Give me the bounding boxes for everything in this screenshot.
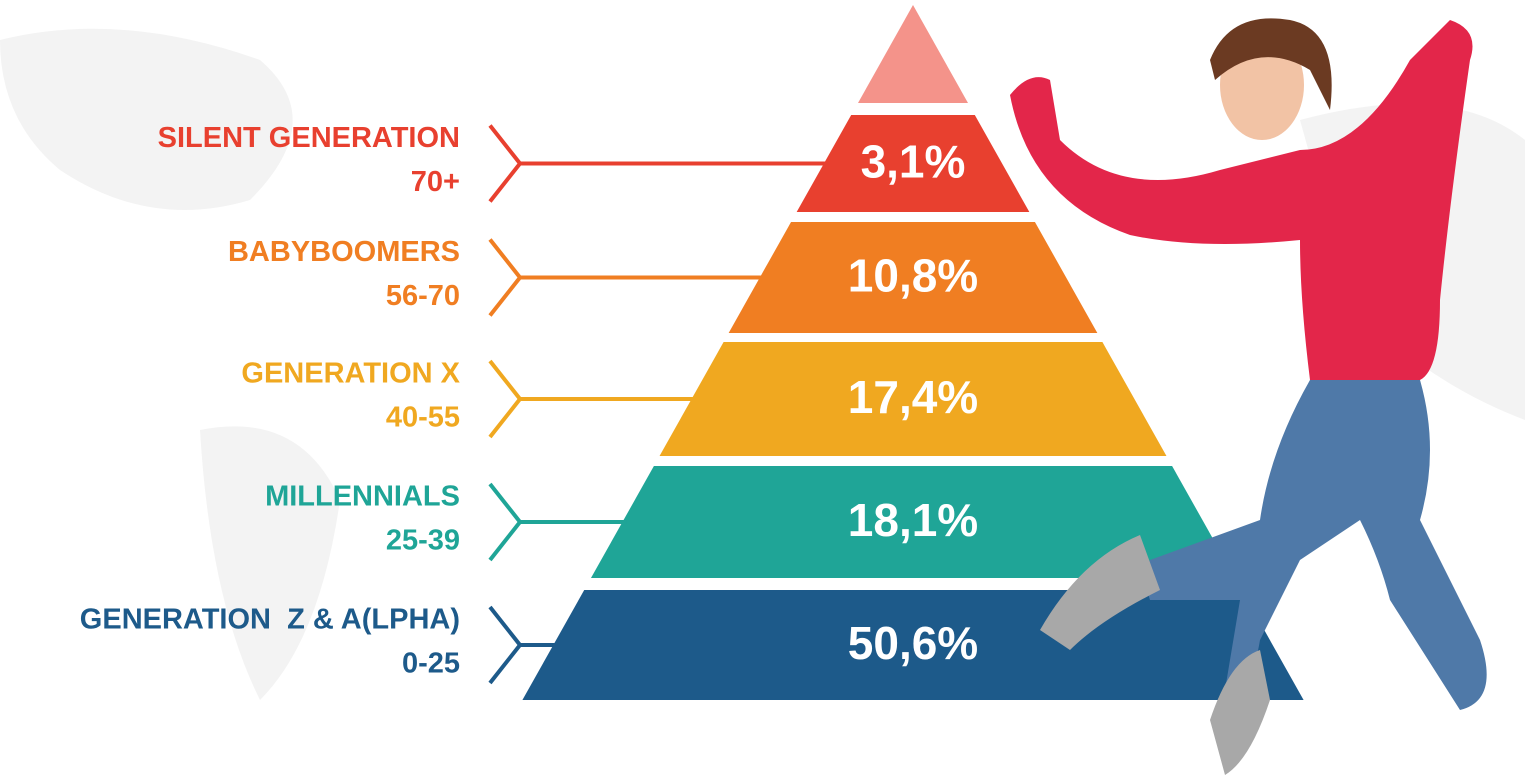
level-name: SILENT GENERATION: [158, 122, 460, 154]
level-name: BABYBOOMERS: [228, 236, 460, 268]
level-share: 18,1%: [848, 494, 978, 546]
connector: [490, 484, 520, 560]
level-share: 3,1%: [861, 136, 966, 188]
level-name: GENERATION Z & A(LPHA): [80, 604, 460, 636]
level-ages: 40-55: [386, 402, 460, 434]
connector: [490, 240, 520, 316]
level-share: 50,6%: [848, 617, 978, 669]
connector: [490, 607, 520, 683]
level-ages: 25-39: [386, 525, 460, 557]
connector: [490, 361, 520, 437]
level-ages: 56-70: [386, 280, 460, 312]
level-share: 17,4%: [848, 371, 978, 423]
pyramid-top: [858, 5, 968, 103]
level-ages: 70+: [411, 166, 460, 198]
level-ages: 0-25: [402, 648, 460, 680]
level-name: GENERATION X: [241, 358, 460, 390]
level-share: 10,8%: [848, 250, 978, 302]
infographic: 3,1% SILENT GENERATION 70+ 10,8% BABYBOOMERS…: [0, 0, 1525, 782]
level-name: MILLENNIALS: [265, 481, 460, 513]
connector: [490, 126, 520, 202]
